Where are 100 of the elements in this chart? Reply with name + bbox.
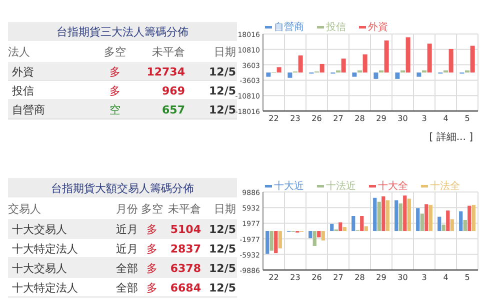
bar [394,200,398,231]
legend-label: 十法近 [326,180,356,192]
x-tick-label: 5 [464,114,470,123]
x-tick-label: 27 [333,114,344,123]
bar [317,231,321,238]
text: 12/5 [209,66,236,78]
x-tick-label: 29 [376,273,386,282]
text: 12/5 [209,242,236,256]
text: 投信 [12,84,34,98]
x-tick-label: 22 [268,273,279,282]
bar [320,64,324,72]
text: 自營商 [12,104,45,116]
bar [274,231,278,254]
x-tick-label: 29 [376,114,386,123]
bar [364,226,368,231]
bar [298,55,303,72]
category-label: 未平倉 [152,46,185,58]
bar [470,46,475,72]
text: 多 [110,66,120,78]
bar [403,195,407,231]
bar [382,196,386,231]
text: 多 [146,281,158,294]
x-tick-label: 23 [290,114,300,123]
category-label: 法人 [8,46,30,58]
bar [424,204,428,231]
legend-label: 十大近 [274,180,304,192]
text: 多 [146,222,158,236]
bar [472,204,476,231]
bar [420,214,424,231]
text: 十大特定法人 [12,242,78,256]
bar [468,206,472,231]
bar [308,231,312,238]
bar [427,44,432,72]
text: 12734 [146,66,185,78]
bar [407,198,411,231]
text: 12/5 [209,84,236,98]
bar [416,72,422,77]
bar [360,216,364,231]
x-tick-label: 22 [268,114,279,123]
bar [341,58,346,72]
bar [288,72,292,78]
text: 十大交易人 [12,262,67,275]
text: 657 [162,104,185,116]
x-tick-label: 30 [398,114,408,123]
text: 台指期貨三大法人籌碼分佈 [56,26,188,38]
text: 近月 [116,222,138,236]
bar [266,231,270,254]
text: 全部 [116,262,138,275]
bar [330,224,334,231]
bar [416,208,420,231]
bar [384,40,389,72]
bar [395,72,400,79]
bar [374,72,378,79]
text: 5104 [170,222,201,236]
bar [428,204,432,231]
category-label: 交易人 [8,202,41,216]
bar [266,72,271,77]
x-tick-label: 4 [443,273,448,282]
bar [270,231,274,251]
text: 十大交易人 [12,222,67,236]
bar [278,231,282,248]
bar [442,224,446,231]
legend-label: 十法全 [430,180,460,192]
text: 6684 [170,281,201,294]
bar [377,202,381,231]
category-label: 未平倉 [168,202,201,216]
text: 969 [162,84,185,98]
text: 近月 [116,242,138,256]
text: 多 [110,84,120,98]
text: 全部 [116,281,138,294]
x-tick-label: 28 [354,273,365,282]
legend-label: 外資 [368,21,388,33]
bar [276,67,282,72]
text: 6378 [170,262,201,275]
text: 12/5 [209,222,236,236]
bar [459,211,463,231]
category-label: 多空 [104,46,126,58]
text: 12/5 [209,104,236,116]
category-label: 多空 [141,202,163,216]
bar [463,220,467,231]
x-tick-label: 23 [290,273,300,282]
bar [450,219,454,231]
x-tick-label: 26 [312,114,322,123]
bar [438,216,442,231]
legend-label: 十大全 [378,180,408,192]
bar [446,210,450,231]
text: 十大特定法人 [12,281,78,294]
text: 12/5 [209,262,236,275]
text: 2837 [170,242,201,256]
bar [312,231,316,246]
x-tick-label: 3 [422,114,427,123]
legend-label: 投信 [325,21,346,33]
category-label: 日期 [214,46,236,58]
bar [342,227,346,231]
text: 空 [110,104,120,116]
category-label: 月份 [116,202,138,216]
bar [398,203,402,231]
text: 台指期貨大額交易人籌碼分佈 [51,182,194,195]
bar [386,200,390,231]
x-tick-label: 28 [354,114,365,123]
